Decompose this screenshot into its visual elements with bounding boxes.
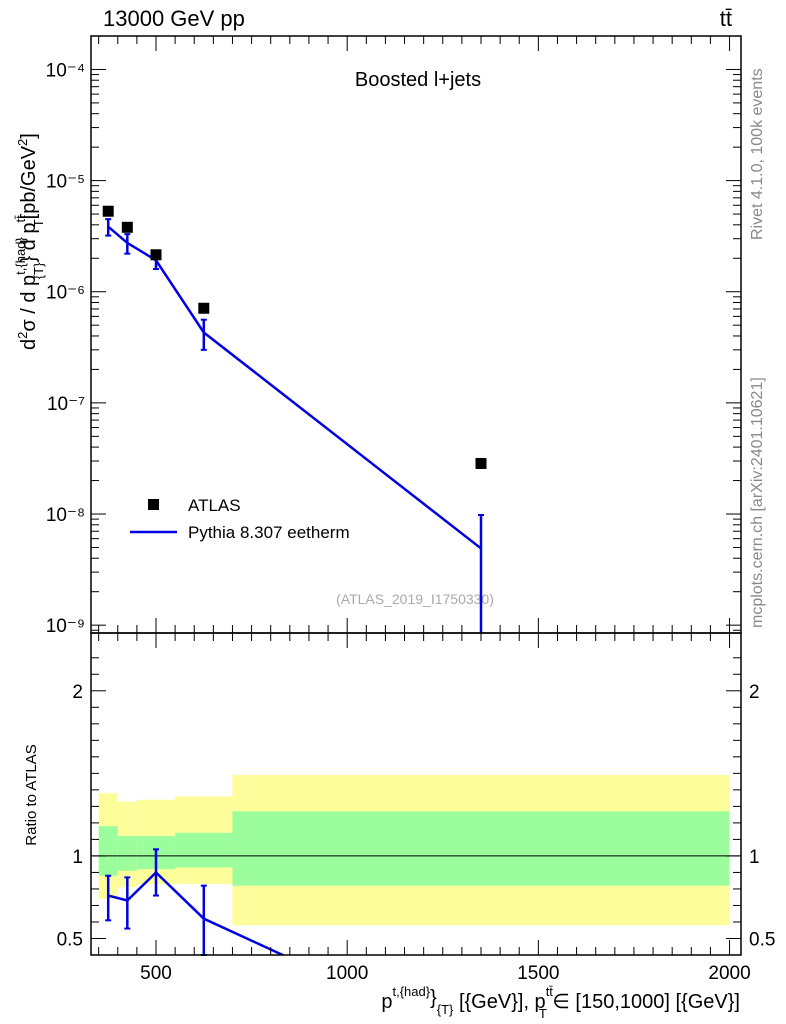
side-label-mcplots: mcplots.cern.ch [arXiv:2401.10621] (749, 377, 766, 628)
upper-tick-labels: 10⁻⁹ 10⁻⁸ 10⁻⁷ 10⁻⁶ 10⁻⁵ 10⁻⁴ (46, 60, 85, 637)
header-right: tt̄ (720, 6, 732, 31)
ratio-y-tick-label-right: 1 (749, 847, 760, 868)
x-axis-label: pt,{had}}{T} [{GeV}], ptt̄ T ∈ [150,1000]… (381, 984, 740, 1021)
upper-y-tick-label: 10⁻⁹ (46, 616, 85, 637)
header-left: 13000 GeV pp (103, 6, 245, 31)
atlas-data-point (150, 249, 162, 261)
ratio-bands (98, 775, 730, 926)
upper-watermark: (ATLAS_2019_I1750330) (336, 591, 494, 607)
ratio-y-axis-label: Ratio to ATLAS (23, 744, 40, 845)
ratio-tick-labels: 0.5 0.5 1 1 2 2 500 1000 1500 2000 (57, 682, 776, 984)
upper-marks (102, 205, 487, 633)
ratio-y-tick-label-left: 0.5 (57, 929, 83, 950)
x-tick-label: 500 (140, 963, 172, 984)
legend-mc-label: Pythia 8.307 eetherm (188, 523, 350, 542)
ratio-y-tick-label-left: 1 (72, 847, 83, 868)
atlas-data-point (102, 205, 114, 217)
legend-atlas-label: ATLAS (188, 496, 241, 515)
upper-y-tick-label: 10⁻⁶ (46, 283, 85, 304)
ratio-band-green (232, 811, 730, 886)
upper-y-tick-label: 10⁻⁴ (46, 60, 85, 81)
atlas-data-point (475, 457, 487, 469)
ratio-y-tick-label-left: 2 (72, 682, 83, 703)
legend-atlas-marker (148, 499, 159, 510)
upper-title: Boosted l+jets (355, 69, 481, 91)
ratio-y-tick-label-right: 2 (749, 682, 760, 703)
ratio-band-green (175, 832, 233, 868)
ratio-band-green (98, 826, 118, 876)
legend: ATLAS Pythia 8.307 eetherm (130, 496, 350, 542)
mc-line (107, 225, 482, 550)
upper-y-tick-label: 10⁻⁵ (46, 172, 85, 193)
ratio-marks (105, 848, 286, 956)
x-tick-label: 1000 (326, 963, 368, 984)
atlas-data-point (198, 302, 210, 314)
atlas-data-point (121, 221, 133, 233)
lower-frame (90, 632, 742, 956)
upper-ticks (91, 35, 741, 633)
ratio-panel: 0.5 0.5 1 1 2 2 500 1000 1500 2000 Ratio to ATLAS… (23, 632, 776, 1021)
ratio-y-tick-label-right: 0.5 (749, 929, 775, 950)
upper-y-tick-label: 10⁻⁸ (46, 505, 85, 526)
side-label-rivet: Rivet 4.1.0, 100k events (749, 68, 766, 240)
ratio-ticks (91, 633, 741, 956)
upper-y-tick-label: 10⁻⁷ (47, 394, 85, 415)
main-panel: (ATLAS_2019_I1750330) Boosted l+jets 10⁻… (13, 35, 742, 637)
upper-frame (90, 35, 742, 634)
x-tick-label: 1500 (517, 963, 559, 984)
upper-y-axis-label: d2σ / d pt,{had} {T}} d ptt̄T[pb/GeV2] (13, 133, 46, 350)
ratio-band-green (117, 836, 137, 871)
x-tick-label: 2000 (708, 963, 750, 984)
